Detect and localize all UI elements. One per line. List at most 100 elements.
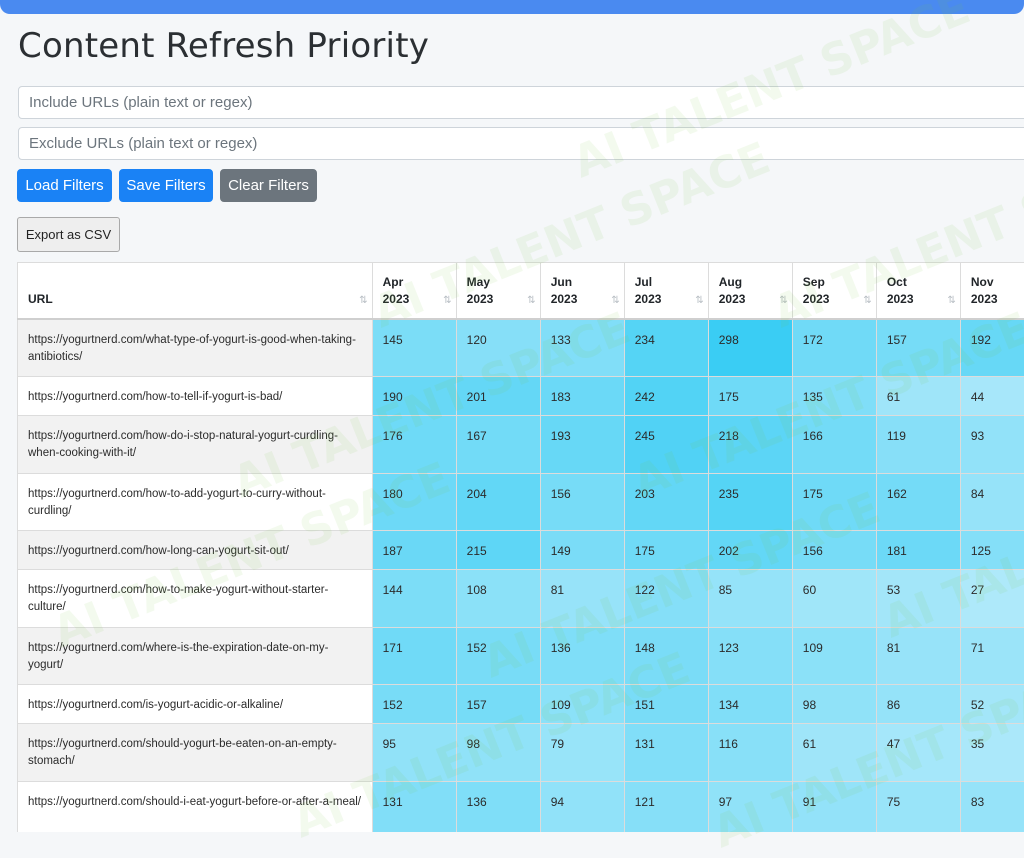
value-cell: 167 [456, 416, 540, 474]
value-cell: 202 [708, 531, 792, 570]
column-header-year: 2023 [383, 291, 446, 308]
value-cell: 108 [456, 570, 540, 628]
value-cell: 298 [708, 319, 792, 377]
column-header-month: Sep [803, 274, 866, 291]
include-urls-input[interactable] [18, 86, 1024, 119]
column-header-url[interactable]: URL ⇅ [18, 263, 373, 319]
value-cell: 122 [624, 570, 708, 628]
column-header-year: 2023 [971, 291, 1024, 308]
save-filters-button[interactable]: Save Filters [119, 169, 213, 202]
column-header-year: 2023 [719, 291, 782, 308]
value-cell: 120 [456, 319, 540, 377]
value-cell: 183 [540, 377, 624, 416]
value-cell: 187 [372, 531, 456, 570]
table-row: https://yogurtnerd.com/how-to-make-yogur… [18, 570, 1024, 628]
sort-icon[interactable]: ⇅ [863, 295, 870, 306]
value-cell: 93 [960, 416, 1024, 474]
value-cell: 109 [792, 628, 876, 685]
value-cell: 109 [540, 685, 624, 724]
value-cell: 60 [792, 570, 876, 628]
value-cell: 172 [792, 319, 876, 377]
value-cell: 134 [708, 685, 792, 724]
sort-icon[interactable]: ⇅ [359, 295, 366, 306]
export-csv-button[interactable]: Export as CSV [17, 217, 120, 252]
value-cell: 176 [372, 416, 456, 474]
sort-icon[interactable]: ⇅ [947, 295, 954, 306]
value-cell: 135 [792, 377, 876, 416]
value-cell: 44 [960, 377, 1024, 416]
value-cell: 79 [540, 724, 624, 782]
table-row: https://yogurtnerd.com/should-i-eat-yogu… [18, 782, 1024, 833]
sort-icon[interactable]: ⇅ [779, 295, 786, 306]
url-cell: https://yogurtnerd.com/where-is-the-expi… [18, 628, 373, 685]
table-row: https://yogurtnerd.com/how-long-can-yogu… [18, 531, 1024, 570]
column-header-label: URL [28, 291, 362, 308]
table-row: https://yogurtnerd.com/how-to-add-yogurt… [18, 474, 1024, 531]
value-cell: 91 [792, 782, 876, 833]
column-header-year: 2023 [635, 291, 698, 308]
top-accent-bar [0, 0, 1024, 14]
url-cell: https://yogurtnerd.com/how-do-i-stop-nat… [18, 416, 373, 474]
value-cell: 136 [540, 628, 624, 685]
sort-icon[interactable]: ⇅ [611, 295, 618, 306]
table-row: https://yogurtnerd.com/should-yogurt-be-… [18, 724, 1024, 782]
value-cell: 175 [624, 531, 708, 570]
value-cell: 152 [456, 628, 540, 685]
clear-filters-button[interactable]: Clear Filters [220, 169, 317, 202]
column-header-month: Apr [383, 274, 446, 291]
value-cell: 145 [372, 319, 456, 377]
value-cell: 131 [372, 782, 456, 833]
sort-icon[interactable]: ⇅ [443, 295, 450, 306]
exclude-urls-input[interactable] [18, 127, 1024, 160]
value-cell: 53 [876, 570, 960, 628]
sort-icon[interactable]: ⇅ [695, 295, 702, 306]
url-cell: https://yogurtnerd.com/how-to-add-yogurt… [18, 474, 373, 531]
table-row: https://yogurtnerd.com/how-do-i-stop-nat… [18, 416, 1024, 474]
table-row: https://yogurtnerd.com/what-type-of-yogu… [18, 319, 1024, 377]
value-cell: 157 [456, 685, 540, 724]
value-cell: 151 [624, 685, 708, 724]
load-filters-button[interactable]: Load Filters [17, 169, 112, 202]
value-cell: 190 [372, 377, 456, 416]
value-cell: 35 [960, 724, 1024, 782]
table-row: https://yogurtnerd.com/is-yogurt-acidic-… [18, 685, 1024, 724]
value-cell: 123 [708, 628, 792, 685]
value-cell: 204 [456, 474, 540, 531]
value-cell: 47 [876, 724, 960, 782]
url-cell: https://yogurtnerd.com/how-to-make-yogur… [18, 570, 373, 628]
value-cell: 156 [792, 531, 876, 570]
sort-icon[interactable]: ⇅ [527, 295, 534, 306]
page-title: Content Refresh Priority [18, 26, 429, 66]
value-cell: 98 [792, 685, 876, 724]
value-cell: 81 [540, 570, 624, 628]
value-cell: 148 [624, 628, 708, 685]
value-cell: 175 [708, 377, 792, 416]
table-row: https://yogurtnerd.com/how-to-tell-if-yo… [18, 377, 1024, 416]
column-header-year: 2023 [467, 291, 530, 308]
value-cell: 81 [876, 628, 960, 685]
value-cell: 121 [624, 782, 708, 833]
value-cell: 119 [876, 416, 960, 474]
value-cell: 131 [624, 724, 708, 782]
value-cell: 171 [372, 628, 456, 685]
table-row: https://yogurtnerd.com/where-is-the-expi… [18, 628, 1024, 685]
value-cell: 193 [540, 416, 624, 474]
value-cell: 180 [372, 474, 456, 531]
column-header-year: 2023 [551, 291, 614, 308]
value-cell: 149 [540, 531, 624, 570]
column-header-year: 2023 [803, 291, 866, 308]
value-cell: 166 [792, 416, 876, 474]
value-cell: 71 [960, 628, 1024, 685]
value-cell: 95 [372, 724, 456, 782]
url-cell: https://yogurtnerd.com/how-to-tell-if-yo… [18, 377, 373, 416]
value-cell: 218 [708, 416, 792, 474]
